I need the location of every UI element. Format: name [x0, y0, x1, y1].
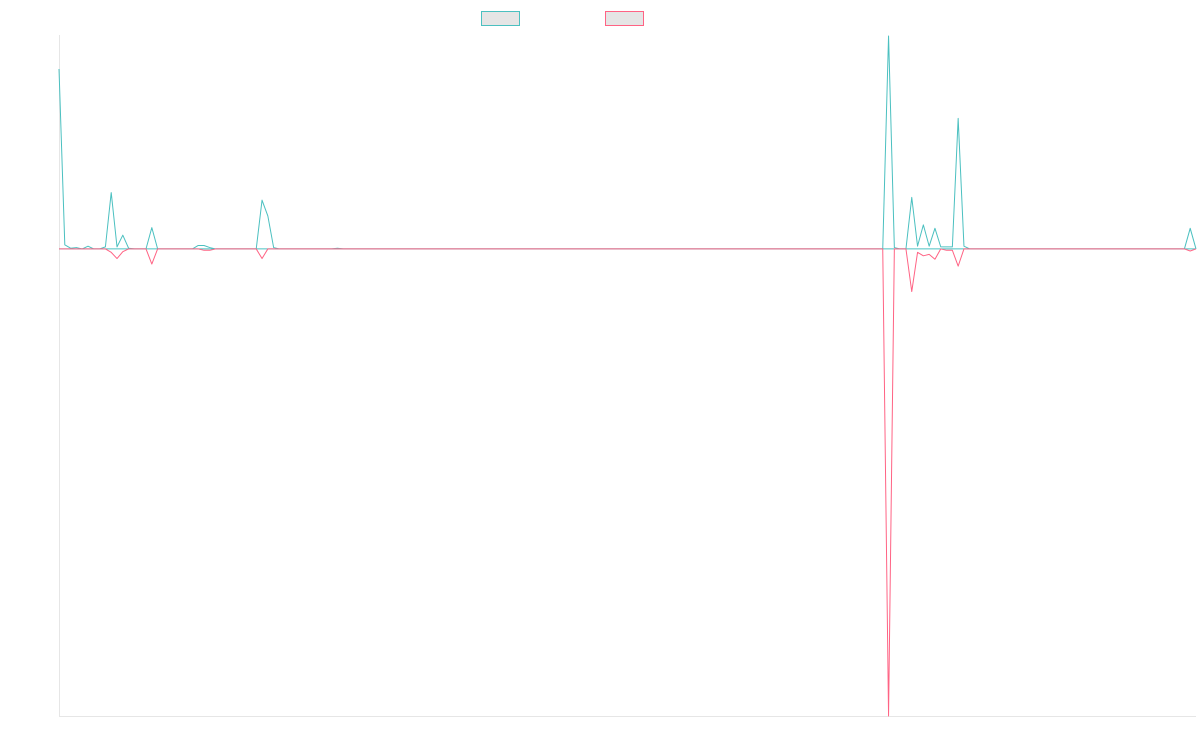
series-line-2	[59, 248, 1197, 717]
legend-swatch-series-1	[481, 10, 520, 26]
legend-item-series-2[interactable]	[605, 9, 650, 27]
legend	[0, 9, 1200, 27]
legend-swatch-series-2	[605, 10, 644, 26]
series-layer	[58, 35, 1197, 717]
series-line-1	[58, 35, 1197, 250]
legend-item-series-1[interactable]	[481, 9, 526, 27]
